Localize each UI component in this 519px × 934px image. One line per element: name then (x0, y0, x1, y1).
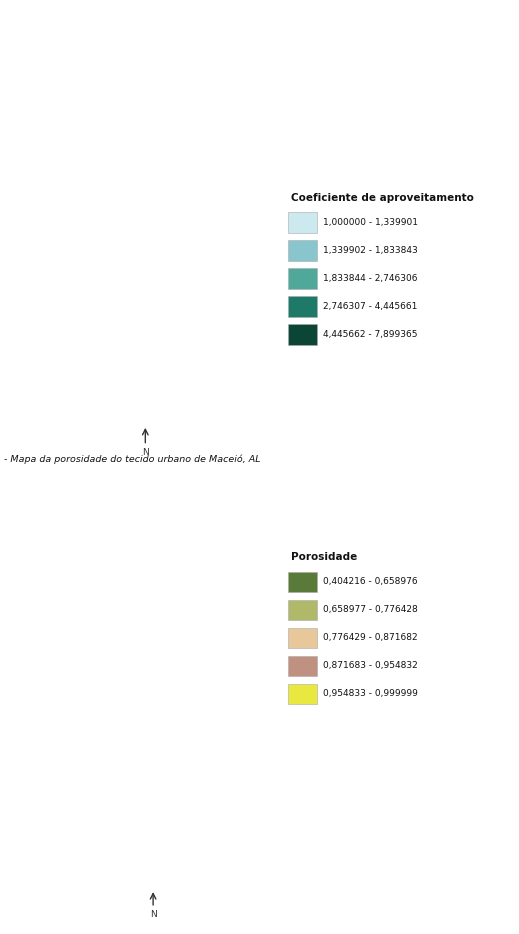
Text: Porosidade: Porosidade (291, 552, 357, 562)
Text: 0,404216 - 0,658976: 0,404216 - 0,658976 (323, 577, 417, 587)
Bar (288, 628, 317, 648)
Text: Coeficiente de aproveitamento: Coeficiente de aproveitamento (291, 192, 473, 203)
Bar (288, 684, 317, 704)
Text: 1,833844 - 2,746306: 1,833844 - 2,746306 (323, 274, 417, 283)
Text: 0,658977 - 0,776428: 0,658977 - 0,776428 (323, 605, 418, 615)
Text: 2,746307 - 4,445661: 2,746307 - 4,445661 (323, 302, 417, 311)
Bar (288, 656, 317, 676)
Bar (288, 212, 317, 233)
Bar (288, 296, 317, 317)
Bar (288, 268, 317, 289)
Text: 0,954833 - 0,999999: 0,954833 - 0,999999 (323, 689, 418, 699)
Bar (288, 600, 317, 620)
Text: 4,445662 - 7,899365: 4,445662 - 7,899365 (323, 330, 417, 339)
Text: - Mapa da porosidade do tecido urbano de Maceió, AL: - Mapa da porosidade do tecido urbano de… (4, 455, 261, 464)
Text: 1,000000 - 1,339901: 1,000000 - 1,339901 (323, 218, 418, 227)
Text: N: N (149, 910, 157, 919)
Text: 0,871683 - 0,954832: 0,871683 - 0,954832 (323, 661, 418, 671)
Text: 1,339902 - 1,833843: 1,339902 - 1,833843 (323, 246, 418, 255)
Bar (288, 324, 317, 345)
Text: 0,776429 - 0,871682: 0,776429 - 0,871682 (323, 633, 417, 643)
Bar (288, 240, 317, 261)
Bar (288, 572, 317, 592)
Text: N: N (142, 448, 149, 458)
